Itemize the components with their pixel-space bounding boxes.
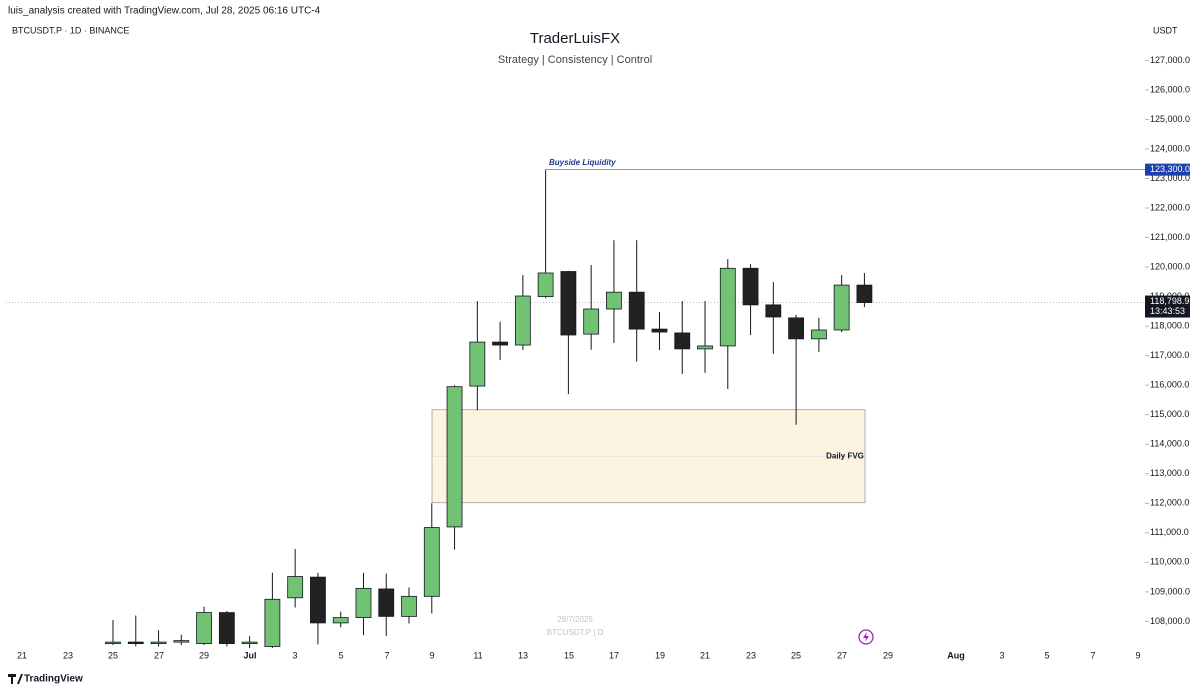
x-tick-label: 27 xyxy=(154,650,164,660)
y-tick-label: 114,000.0 xyxy=(1150,439,1189,449)
y-tick-label: 117,000.0 xyxy=(1150,350,1189,360)
x-tick-label: 7 xyxy=(1090,650,1095,660)
candle-body xyxy=(446,386,463,528)
watermark-symbol: BTCUSDT.P | D xyxy=(547,628,604,637)
candle-body xyxy=(560,271,577,336)
x-tick-label: 19 xyxy=(655,650,665,660)
last-price-label: 118,798.9 xyxy=(1150,296,1189,306)
x-tick-label: 3 xyxy=(999,650,1004,660)
x-tick-label: 27 xyxy=(837,650,847,660)
y-tick-label: 113,000.0 xyxy=(1150,468,1189,478)
y-tick-label: 121,000.0 xyxy=(1150,232,1190,242)
candle-body xyxy=(310,576,326,624)
x-tick-label: 17 xyxy=(609,650,619,660)
brand: TradingView xyxy=(24,674,83,685)
x-tick-label: 3 xyxy=(292,650,297,660)
candle-body xyxy=(332,617,349,624)
x-tick-label: 5 xyxy=(338,650,343,660)
candle-body xyxy=(150,641,167,644)
last-price-tag xyxy=(1145,295,1190,318)
candle-body xyxy=(514,295,531,346)
liquidity-tag xyxy=(1145,163,1190,176)
x-tick-label: 7 xyxy=(384,650,389,660)
countdown: 13:43:53 xyxy=(1150,306,1185,316)
y-tick-label: 127,000.0 xyxy=(1150,55,1190,65)
candle-body xyxy=(264,598,281,647)
x-tick-label: 21 xyxy=(17,650,27,660)
candle-body xyxy=(583,308,600,335)
candle-body xyxy=(196,612,212,644)
y-tick-label: 116,000.0 xyxy=(1150,380,1189,390)
x-tick-label: 13 xyxy=(518,650,528,660)
candle-body xyxy=(241,641,258,644)
header: luis_analysis created with TradingView.c… xyxy=(8,6,321,17)
candle-body xyxy=(401,595,417,617)
x-tick-label: 5 xyxy=(1044,650,1049,660)
candle-body xyxy=(423,527,440,597)
candle-body xyxy=(788,317,804,340)
candle-body xyxy=(765,304,782,318)
candle-body xyxy=(173,640,190,643)
candle-body xyxy=(628,291,645,330)
candle-body xyxy=(742,267,759,306)
y-tick-label: 115,000.0 xyxy=(1150,409,1189,419)
x-tick-label: 29 xyxy=(199,650,209,660)
x-tick-label: 9 xyxy=(429,650,434,660)
currency: USDT xyxy=(1153,25,1178,35)
x-tick-label: 9 xyxy=(1135,650,1140,660)
subtitle: Strategy | Consistency | Control xyxy=(498,54,652,66)
candle-body xyxy=(674,332,691,350)
alert-icon[interactable] xyxy=(858,629,874,645)
candle-body xyxy=(810,329,827,340)
liquidity-price: 123,300.0 xyxy=(1150,164,1190,174)
y-tick-label: 108,000.0 xyxy=(1150,616,1190,626)
fvg-label: Daily FVG xyxy=(826,451,864,460)
x-tick-label: 23 xyxy=(746,650,756,660)
candle-body xyxy=(719,267,736,347)
x-tick-label: 29 xyxy=(883,650,893,660)
liquidity-label: Buyside Liquidity xyxy=(549,158,616,167)
candle-body xyxy=(218,612,235,644)
candle-body xyxy=(537,272,554,298)
watermark-date: 29/7/2025 xyxy=(557,615,593,624)
y-tick-label: 122,000.0 xyxy=(1150,202,1190,212)
y-tick-label: 112,000.0 xyxy=(1150,498,1189,508)
brand-logo xyxy=(8,674,23,684)
y-tick-label: 111,000.0 xyxy=(1150,527,1189,537)
candle-body xyxy=(287,576,304,599)
candle-body xyxy=(697,345,713,350)
x-tick-label: 25 xyxy=(791,650,801,660)
x-tick-label: 15 xyxy=(564,650,574,660)
x-tick-label: 11 xyxy=(473,650,482,660)
y-tick-label: 109,000.0 xyxy=(1150,586,1190,596)
y-tick-label: 125,000.0 xyxy=(1150,114,1190,124)
candle-body xyxy=(378,588,395,617)
candle-body xyxy=(651,328,668,333)
symbol: BTCUSDT.P · 1D · BINANCE xyxy=(12,25,129,35)
candle-body xyxy=(105,641,121,644)
x-tick-label: Aug xyxy=(947,650,965,660)
chart-title: TraderLuisFX xyxy=(530,30,620,47)
x-tick-label: 25 xyxy=(108,650,118,660)
y-tick-label: 110,000.0 xyxy=(1150,557,1189,567)
candle-body xyxy=(492,341,508,346)
x-tick-label: 23 xyxy=(63,650,73,660)
candle-body xyxy=(833,284,850,331)
x-tick-label: Jul xyxy=(243,650,256,660)
y-tick-label: 118,000.0 xyxy=(1150,321,1189,331)
candle-body xyxy=(606,291,622,310)
candle-body xyxy=(469,341,486,387)
candle-body xyxy=(355,587,372,618)
candle-body xyxy=(856,284,873,303)
y-tick-label: 123,000.0 xyxy=(1150,173,1190,183)
y-tick-label: 124,000.0 xyxy=(1150,143,1190,153)
y-tick-label: 126,000.0 xyxy=(1150,84,1190,94)
candle-body xyxy=(127,641,144,644)
x-tick-label: 21 xyxy=(700,650,710,660)
y-tick-label: 120,000.0 xyxy=(1150,261,1190,271)
